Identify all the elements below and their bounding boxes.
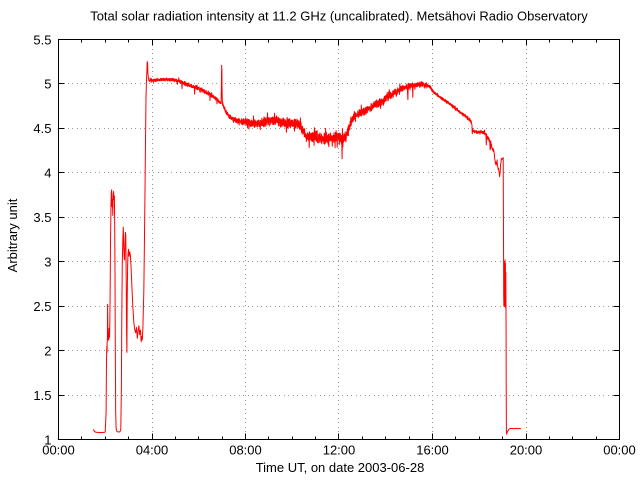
- svg-text:1: 1: [44, 432, 51, 447]
- svg-text:4: 4: [44, 166, 51, 181]
- svg-text:00:00: 00:00: [603, 443, 636, 458]
- svg-text:1.5: 1.5: [33, 388, 51, 403]
- svg-text:3.5: 3.5: [33, 210, 51, 225]
- svg-text:12:00: 12:00: [323, 443, 356, 458]
- svg-text:4.5: 4.5: [33, 121, 51, 136]
- svg-text:08:00: 08:00: [229, 443, 262, 458]
- svg-text:Total solar radiation intensit: Total solar radiation intensity at 11.2 …: [90, 9, 588, 24]
- svg-text:00:00: 00:00: [42, 443, 75, 458]
- svg-text:04:00: 04:00: [136, 443, 169, 458]
- svg-text:2.5: 2.5: [33, 299, 51, 314]
- svg-text:20:00: 20:00: [510, 443, 543, 458]
- svg-text:Time UT, on date 2003-06-28: Time UT, on date 2003-06-28: [256, 460, 425, 475]
- svg-text:2: 2: [44, 343, 51, 358]
- svg-text:Arbitrary unit: Arbitrary unit: [5, 198, 20, 272]
- svg-text:5.5: 5.5: [33, 32, 51, 47]
- svg-text:5: 5: [44, 77, 51, 92]
- svg-text:16:00: 16:00: [416, 443, 449, 458]
- svg-text:3: 3: [44, 255, 51, 270]
